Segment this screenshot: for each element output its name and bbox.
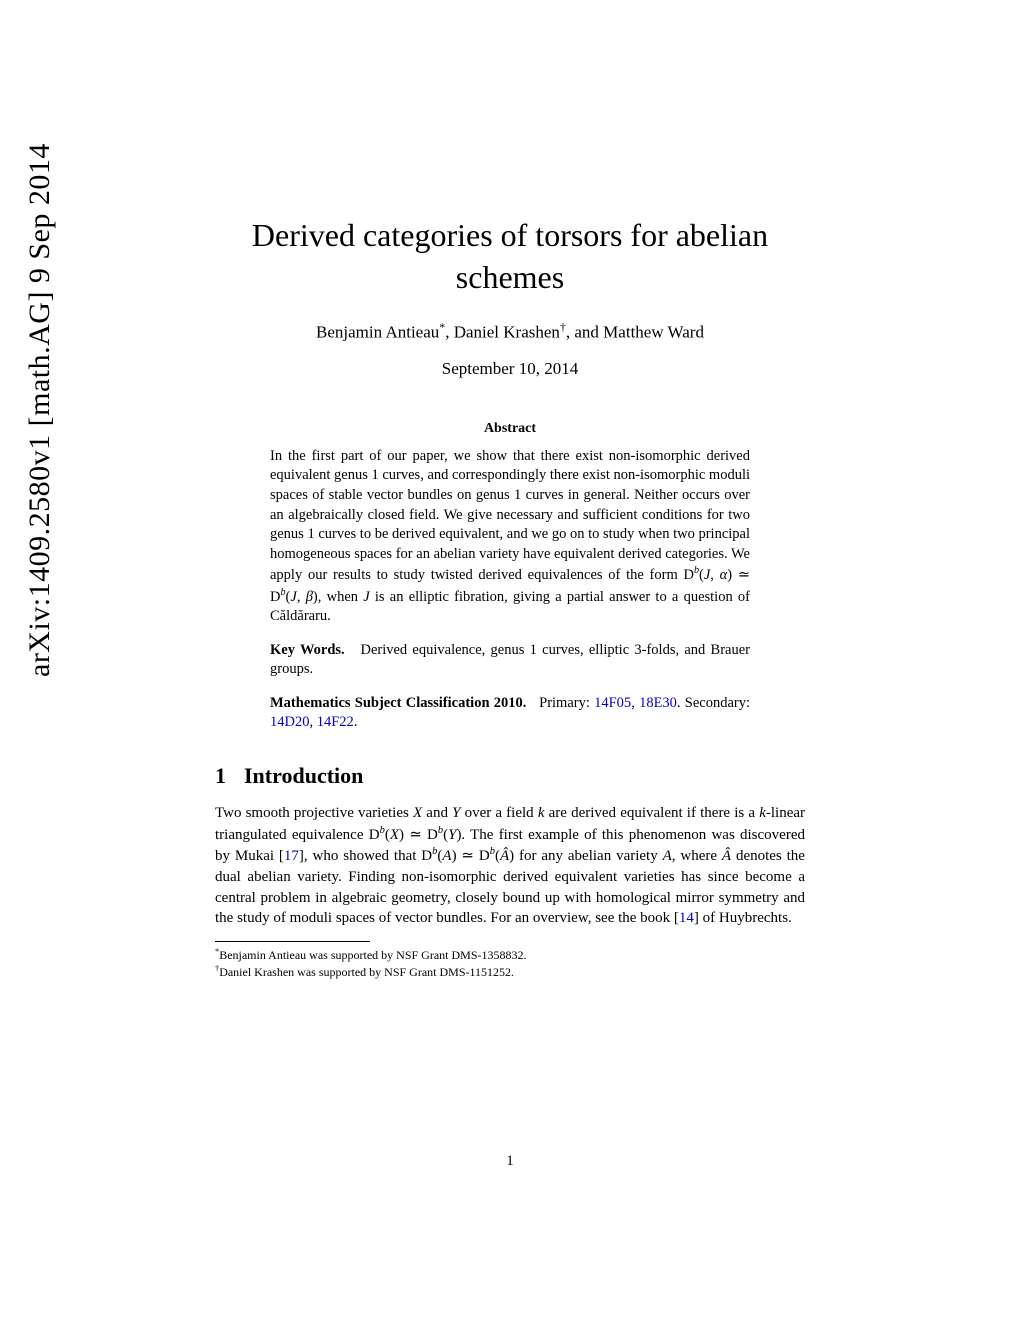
- keywords-label: Key Words.: [270, 642, 345, 658]
- msc-label: Mathematics Subject Classification 2010.: [270, 695, 526, 711]
- section-title: Introduction: [244, 763, 363, 788]
- intro-paragraph: Two smooth projective varieties X and Y …: [215, 803, 805, 929]
- abstract-block: Abstract In the first part of our paper,…: [270, 421, 750, 733]
- authors: Benjamin Antieau*, Daniel Krashen†, and …: [215, 320, 805, 343]
- paper-content: Derived categories of torsors for abelia…: [215, 215, 805, 980]
- paper-title: Derived categories of torsors for abelia…: [215, 215, 805, 298]
- footnote-rule: [215, 941, 370, 942]
- arxiv-stamp: arXiv:1409.2580v1 [math.AG] 9 Sep 2014: [23, 143, 57, 677]
- page-number: 1: [0, 1153, 1020, 1170]
- footnote-1: *Benjamin Antieau was supported by NSF G…: [215, 946, 805, 963]
- date: September 10, 2014: [215, 359, 805, 379]
- abstract-text: In the first part of our paper, we show …: [270, 447, 750, 627]
- msc: Mathematics Subject Classification 2010.…: [270, 694, 750, 733]
- keywords: Key Words. Derived equivalence, genus 1 …: [270, 641, 750, 680]
- footnote-2: †Daniel Krashen was supported by NSF Gra…: [215, 963, 805, 980]
- section-heading: 1 Introduction: [215, 763, 805, 789]
- section-number: 1: [215, 763, 226, 788]
- abstract-heading: Abstract: [270, 421, 750, 437]
